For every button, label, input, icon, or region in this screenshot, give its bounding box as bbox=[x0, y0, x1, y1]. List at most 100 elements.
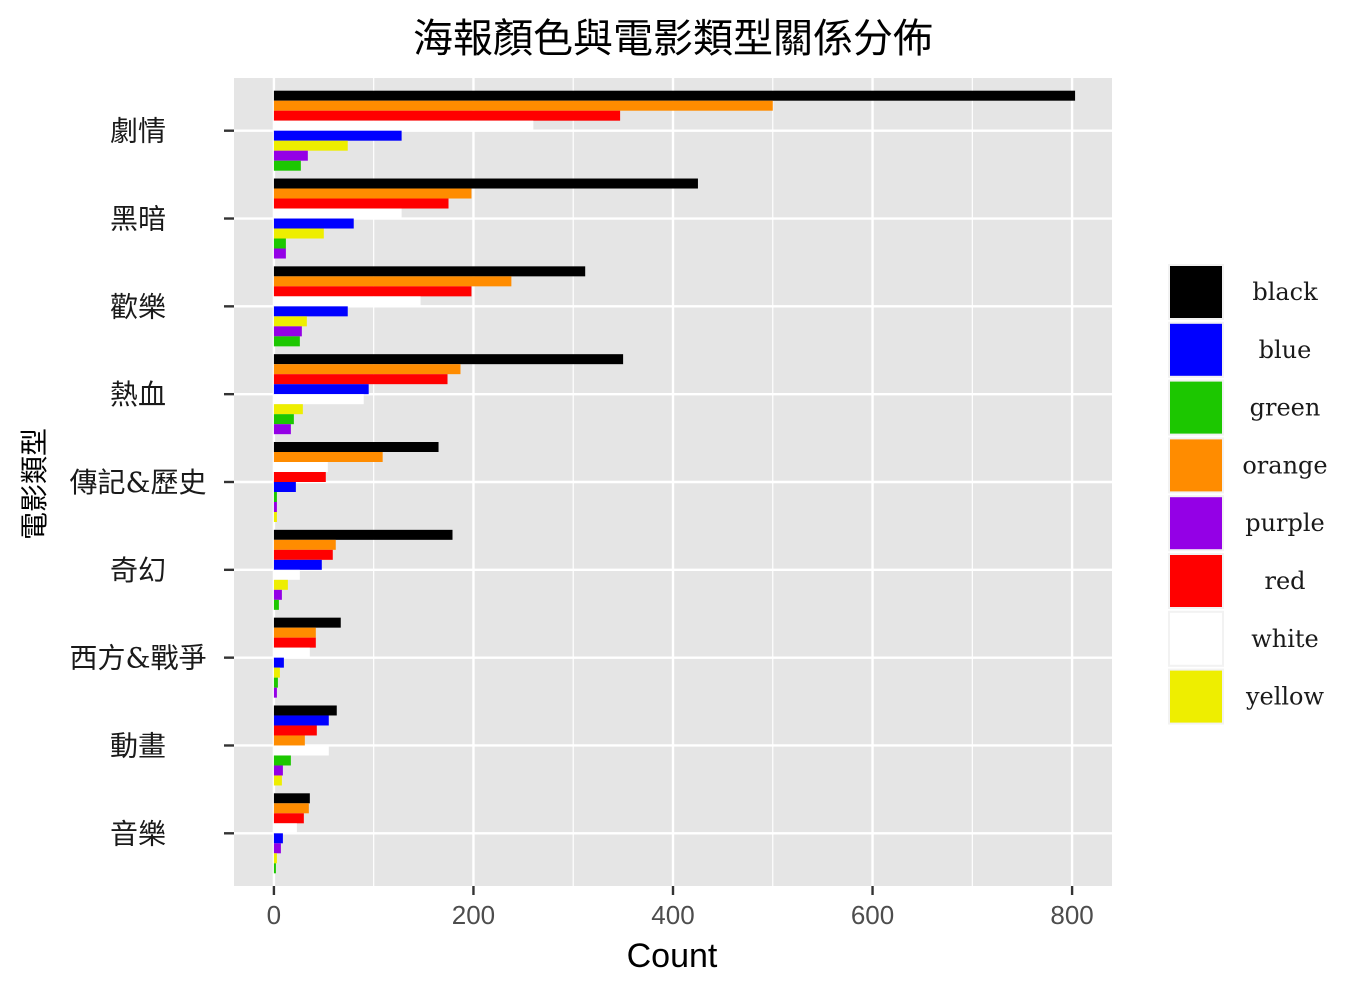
legend-label: purple bbox=[1245, 509, 1325, 537]
bar-blue bbox=[273, 306, 348, 317]
bar-blue bbox=[273, 715, 329, 726]
bar-white bbox=[273, 745, 329, 756]
legend-label: green bbox=[1250, 394, 1321, 422]
bar-white bbox=[273, 569, 300, 580]
x-tick-label: 800 bbox=[1050, 900, 1093, 930]
bar-purple bbox=[273, 687, 277, 698]
bar-purple bbox=[273, 248, 286, 259]
legend-key-green bbox=[1170, 381, 1222, 434]
plot-panel bbox=[234, 78, 1112, 886]
y-tick-label: 奇幻 bbox=[110, 554, 166, 587]
bar-red bbox=[273, 198, 449, 209]
bar-red bbox=[273, 725, 317, 736]
bar-green bbox=[273, 677, 278, 688]
bar-orange bbox=[273, 100, 773, 111]
x-axis-label: Count bbox=[627, 937, 718, 975]
bar-orange bbox=[273, 803, 309, 814]
bar-green bbox=[273, 160, 301, 171]
bar-red bbox=[273, 549, 333, 560]
bar-yellow bbox=[273, 404, 303, 415]
bar-yellow bbox=[273, 775, 282, 786]
bar-green bbox=[273, 492, 277, 502]
bar-yellow bbox=[273, 512, 277, 522]
bar-yellow bbox=[273, 667, 280, 678]
bar-green bbox=[273, 863, 276, 874]
bar-white bbox=[273, 208, 402, 219]
bar-black bbox=[273, 793, 310, 804]
y-tick-label: 動畫 bbox=[110, 729, 166, 762]
bar-white bbox=[273, 120, 534, 131]
legend-label: black bbox=[1252, 278, 1318, 306]
bar-red bbox=[273, 637, 316, 648]
bar-green bbox=[273, 755, 291, 766]
bar-black bbox=[273, 705, 337, 716]
x-tick-label: 600 bbox=[851, 900, 894, 930]
bar-white bbox=[273, 462, 328, 472]
bar-red bbox=[273, 813, 304, 824]
bar-green bbox=[273, 238, 286, 249]
x-tick-labels: 0 200 400 600 800 bbox=[267, 886, 1094, 930]
y-tick-label: 西方&戰爭 bbox=[70, 642, 207, 675]
bar-red bbox=[273, 374, 448, 385]
bar-blue bbox=[273, 130, 402, 141]
bar-blue bbox=[273, 833, 283, 844]
bar-yellow bbox=[273, 140, 348, 151]
bar-orange bbox=[273, 364, 461, 375]
bar-red bbox=[273, 286, 472, 297]
bar-blue bbox=[273, 384, 369, 395]
bar-purple bbox=[273, 150, 308, 161]
legend-label: blue bbox=[1259, 336, 1312, 364]
bar-blue bbox=[273, 218, 354, 229]
bar-black bbox=[273, 617, 341, 628]
bar-green bbox=[273, 599, 279, 610]
bar-black bbox=[273, 529, 453, 540]
y-tick-label: 劇情 bbox=[110, 115, 166, 148]
bar-white bbox=[273, 296, 421, 307]
bar-white bbox=[273, 823, 297, 834]
legend-key-red bbox=[1170, 555, 1222, 607]
legend: black blue green orange purple red white yellow bbox=[1168, 264, 1328, 725]
y-tick-label: 熱血 bbox=[110, 378, 166, 411]
y-axis-label: 電影類型 bbox=[18, 428, 51, 540]
legend-label: red bbox=[1264, 567, 1305, 595]
bar-black bbox=[273, 90, 1076, 101]
x-tick-label: 200 bbox=[452, 900, 495, 930]
legend-label: orange bbox=[1242, 451, 1327, 479]
legend-label: yellow bbox=[1245, 683, 1325, 711]
bar-green bbox=[273, 336, 300, 347]
bar-yellow bbox=[273, 228, 324, 239]
bar-blue bbox=[273, 482, 296, 492]
chart-title: 海報顏色與電影類型關係分佈 bbox=[413, 16, 933, 62]
legend-label: white bbox=[1251, 625, 1319, 653]
bar-black bbox=[273, 266, 586, 277]
bar-yellow bbox=[273, 853, 277, 864]
bar-blue bbox=[273, 559, 322, 570]
bar-orange bbox=[273, 627, 316, 638]
legend-key-blue bbox=[1170, 323, 1222, 376]
bar-purple bbox=[273, 424, 291, 435]
bar-white bbox=[273, 647, 310, 658]
bar-purple bbox=[273, 502, 277, 512]
legend-key-white bbox=[1170, 612, 1222, 665]
bar-orange bbox=[273, 452, 383, 462]
legend-key-black bbox=[1170, 266, 1222, 318]
bar-red bbox=[273, 472, 326, 482]
y-tick-label: 傳記&歷史 bbox=[70, 466, 207, 499]
bar-white bbox=[273, 394, 364, 405]
bar-orange bbox=[273, 188, 472, 199]
legend-key-yellow bbox=[1170, 670, 1222, 723]
bar-yellow bbox=[273, 316, 307, 327]
bar-green bbox=[273, 414, 294, 425]
bar-purple bbox=[273, 589, 282, 600]
y-tick-label: 歡樂 bbox=[110, 290, 166, 323]
bar-yellow bbox=[273, 579, 288, 590]
legend-key-purple bbox=[1170, 497, 1222, 550]
y-tick-label: 音樂 bbox=[110, 817, 166, 850]
bar-black bbox=[273, 354, 624, 365]
bar-red bbox=[273, 110, 621, 121]
bar-purple bbox=[273, 843, 281, 854]
bar-black bbox=[273, 442, 439, 452]
x-tick-label: 0 bbox=[267, 900, 281, 930]
